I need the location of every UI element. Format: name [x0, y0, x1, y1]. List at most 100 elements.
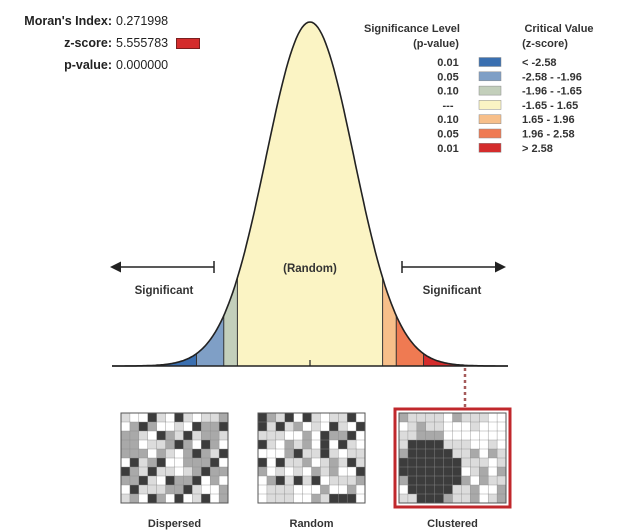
map-cell: [470, 448, 480, 459]
legend-header-significance-sub: (p-value): [413, 38, 459, 50]
map-cell: [452, 421, 462, 432]
map-cell: [443, 430, 453, 441]
map-cell: [156, 412, 167, 423]
map-cell: [275, 475, 286, 486]
map-cell: [275, 430, 286, 441]
map-cell: [218, 439, 229, 450]
map-cell: [346, 457, 357, 468]
curve-region-3: [237, 22, 383, 366]
map-cell: [311, 448, 321, 459]
map-cell: [120, 448, 131, 459]
map-cell: [147, 421, 158, 432]
significant-left-label: Significant: [135, 285, 194, 297]
map-cell: [443, 466, 453, 477]
map-cell: [487, 439, 498, 450]
map-cell: [284, 412, 295, 423]
map-cell: [147, 493, 158, 504]
p-value-label: p-value:: [64, 58, 112, 72]
map-cell: [209, 475, 220, 486]
map-cell: [218, 484, 229, 495]
legend-z-range: -1.96 - -1.65: [522, 86, 582, 98]
map-cell: [311, 466, 321, 477]
map-cell: [174, 457, 184, 468]
map-cell: [496, 493, 507, 504]
map-cell: [165, 475, 176, 486]
map-cell: [479, 484, 489, 495]
map-cell: [452, 466, 462, 477]
map-cell: [293, 412, 304, 423]
map-cell: [183, 412, 193, 423]
map-cell: [496, 430, 507, 441]
panel-clustered: Clustered: [393, 407, 512, 530]
map-cell: [407, 466, 418, 477]
map-cell: [496, 412, 507, 423]
map-cell: [311, 412, 321, 423]
map-cell: [266, 457, 277, 468]
map-cell: [338, 421, 348, 432]
map-cell: [320, 493, 330, 504]
map-cell: [302, 412, 312, 423]
map-cell: [209, 439, 220, 450]
map-cell: [209, 448, 220, 459]
map-cell: [329, 475, 339, 486]
map-cell: [147, 475, 158, 486]
map-cell: [355, 484, 366, 495]
map-cell: [311, 475, 321, 486]
map-cell: [275, 439, 286, 450]
map-cell: [174, 493, 184, 504]
map-cell: [138, 493, 149, 504]
map-cell: [470, 475, 480, 486]
z-score-row: z-score: 5.555783: [12, 36, 201, 50]
map-cell: [434, 412, 445, 423]
map-cell: [156, 493, 167, 504]
map-cell: [201, 475, 211, 486]
map-cell: [329, 466, 339, 477]
map-cell: [275, 421, 286, 432]
map-cell: [165, 448, 176, 459]
legend-rows: 0.01 < -2.58 0.05 -2.58 - -1.96 0.10 -1.96 - …: [437, 57, 582, 155]
map-cell: [443, 493, 453, 504]
map-cell: [329, 421, 339, 432]
map-cell: [461, 484, 471, 495]
map-cell: [407, 421, 418, 432]
map-cell: [487, 448, 498, 459]
map-cell: [398, 412, 409, 423]
legend-header-significance: Significance Level: [364, 23, 460, 35]
map-cell: [496, 475, 507, 486]
z-score-label: z-score:: [64, 36, 112, 50]
panel-label: Clustered: [427, 518, 478, 530]
map-cell: [192, 457, 202, 468]
map-cell: [165, 412, 176, 423]
map-cell: [416, 439, 427, 450]
map-cell: [293, 484, 304, 495]
map-cell: [416, 457, 427, 468]
map-cell: [434, 448, 445, 459]
map-cell: [355, 457, 366, 468]
map-cell: [487, 412, 498, 423]
map-cell: [120, 421, 131, 432]
map-cell: [293, 493, 304, 504]
map-cell: [201, 421, 211, 432]
map-cell: [257, 493, 268, 504]
map-cell: [425, 484, 436, 495]
map-cell: [129, 475, 140, 486]
map-cell: [425, 475, 436, 486]
map-cell: [434, 439, 445, 450]
random-label: (Random): [283, 263, 337, 275]
map-cell: [416, 412, 427, 423]
map-cell: [120, 484, 131, 495]
map-cell: [201, 466, 211, 477]
map-cell: [293, 430, 304, 441]
map-cell: [266, 421, 277, 432]
map-cell: [156, 457, 167, 468]
map-cell: [407, 439, 418, 450]
map-cell: [257, 430, 268, 441]
legend-z-range: 1.65 - 1.96: [522, 114, 575, 126]
map-cell: [192, 466, 202, 477]
map-cell: [479, 412, 489, 423]
map-cell: [434, 421, 445, 432]
legend-swatch: [478, 114, 502, 124]
map-cell: [138, 457, 149, 468]
map-cell: [398, 448, 409, 459]
map-cell: [275, 466, 286, 477]
